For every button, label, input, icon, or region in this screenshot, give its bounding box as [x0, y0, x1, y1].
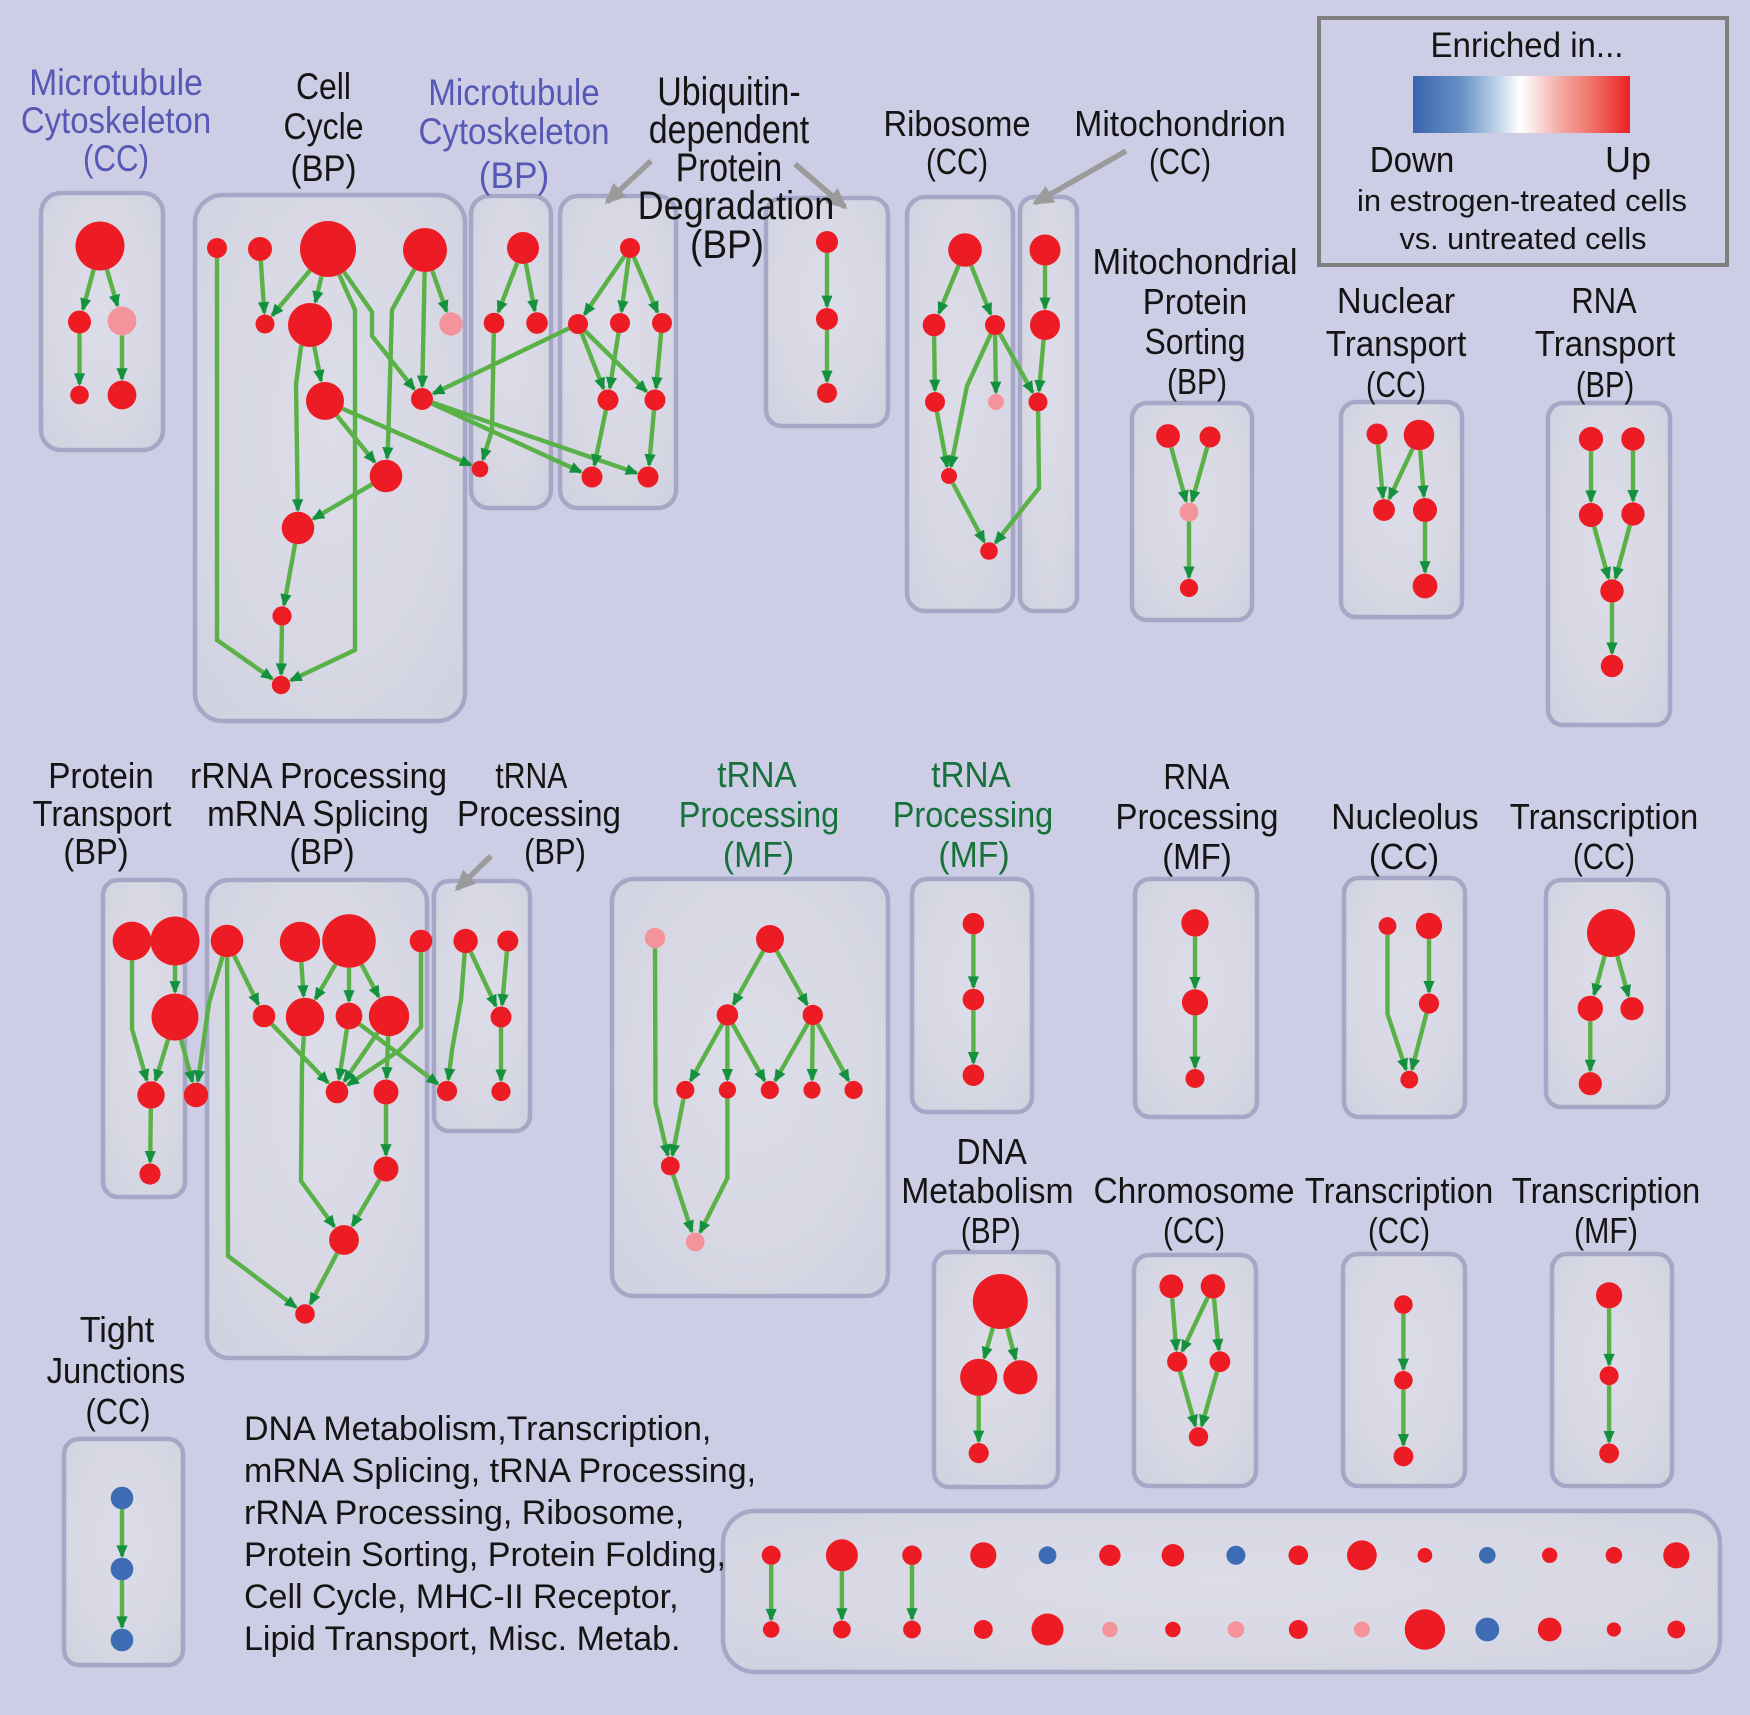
svg-text:Tight: Tight — [80, 1309, 155, 1350]
svg-text:Lipid Transport, Misc. Metab.: Lipid Transport, Misc. Metab. — [244, 1620, 681, 1658]
svg-text:tRNA: tRNA — [931, 754, 1011, 795]
svg-text:(BP): (BP) — [690, 223, 764, 267]
svg-text:(CC): (CC) — [1369, 836, 1439, 877]
svg-text:mRNA Splicing: mRNA Splicing — [207, 793, 429, 834]
svg-text:vs. untreated cells: vs. untreated cells — [1400, 221, 1647, 256]
svg-text:Ubiquitin-: Ubiquitin- — [657, 70, 801, 114]
svg-text:(BP): (BP) — [524, 831, 586, 872]
svg-text:Ribosome: Ribosome — [884, 103, 1031, 144]
svg-text:(BP): (BP) — [961, 1210, 1021, 1251]
svg-text:Nuclear: Nuclear — [1337, 280, 1455, 321]
svg-text:in estrogen-treated cells: in estrogen-treated cells — [1357, 183, 1687, 218]
svg-text:(BP): (BP) — [63, 831, 128, 872]
svg-text:(CC): (CC) — [1368, 1210, 1430, 1251]
svg-text:Transport: Transport — [1535, 323, 1676, 364]
svg-text:Sorting: Sorting — [1144, 321, 1245, 362]
svg-text:Microtubule: Microtubule — [428, 72, 600, 113]
svg-text:(BP): (BP) — [1167, 361, 1227, 402]
svg-text:Junctions: Junctions — [47, 1350, 186, 1391]
svg-text:Metabolism: Metabolism — [901, 1170, 1073, 1211]
svg-text:Processing: Processing — [1116, 796, 1279, 837]
svg-text:Transcription: Transcription — [1512, 1170, 1701, 1211]
svg-text:Processing: Processing — [893, 794, 1053, 835]
svg-text:Cytoskeleton: Cytoskeleton — [21, 100, 211, 141]
svg-text:Transport: Transport — [33, 793, 172, 834]
svg-text:RNA: RNA — [1163, 756, 1229, 797]
svg-text:(CC): (CC) — [86, 1391, 151, 1432]
svg-text:DNA Metabolism,Transcription,: DNA Metabolism,Transcription, — [244, 1410, 711, 1448]
svg-text:(BP): (BP) — [291, 148, 357, 189]
svg-text:rRNA Processing, Ribosome,: rRNA Processing, Ribosome, — [244, 1494, 684, 1532]
svg-text:(CC): (CC) — [83, 138, 149, 179]
svg-text:(MF): (MF) — [1162, 836, 1232, 877]
svg-text:Transcription: Transcription — [1305, 1170, 1494, 1211]
svg-text:(BP): (BP) — [289, 831, 354, 872]
svg-text:rRNA Processing: rRNA Processing — [190, 755, 447, 796]
svg-text:Processing: Processing — [679, 794, 839, 835]
svg-text:Processing: Processing — [457, 793, 621, 834]
svg-text:Protein: Protein — [1143, 281, 1248, 322]
svg-text:Protein: Protein — [48, 755, 154, 796]
svg-text:Protein: Protein — [676, 146, 782, 190]
svg-text:Cell Cycle, MHC-II Receptor,: Cell Cycle, MHC-II Receptor, — [244, 1578, 679, 1616]
svg-text:Down: Down — [1370, 139, 1455, 180]
svg-text:Up: Up — [1605, 139, 1651, 180]
svg-text:(CC): (CC) — [926, 141, 988, 182]
svg-text:tRNA: tRNA — [495, 755, 567, 796]
svg-text:(MF): (MF) — [938, 834, 1009, 875]
svg-text:Cell: Cell — [296, 66, 351, 107]
svg-text:RNA: RNA — [1571, 280, 1636, 321]
svg-text:(CC): (CC) — [1163, 1210, 1225, 1251]
svg-text:Cycle: Cycle — [284, 106, 364, 147]
svg-text:(BP): (BP) — [479, 155, 550, 196]
svg-text:(CC): (CC) — [1149, 141, 1211, 182]
svg-text:Chromosome: Chromosome — [1093, 1170, 1294, 1211]
svg-text:Degradation: Degradation — [638, 184, 835, 228]
svg-text:Mitochondrion: Mitochondrion — [1074, 103, 1285, 144]
svg-text:(MF): (MF) — [723, 834, 794, 875]
svg-text:(CC): (CC) — [1366, 364, 1426, 405]
svg-text:Enriched in...: Enriched in... — [1431, 26, 1624, 65]
svg-text:(CC): (CC) — [1573, 836, 1635, 877]
svg-text:DNA: DNA — [957, 1131, 1027, 1172]
svg-text:Transcription: Transcription — [1510, 796, 1699, 837]
svg-text:Protein Sorting, Protein Foldi: Protein Sorting, Protein Folding, — [244, 1536, 726, 1574]
svg-text:tRNA: tRNA — [717, 754, 797, 795]
svg-text:(BP): (BP) — [1576, 364, 1634, 405]
svg-text:mRNA Splicing, tRNA Processing: mRNA Splicing, tRNA Processing, — [244, 1452, 756, 1490]
svg-text:Cytoskeleton: Cytoskeleton — [418, 111, 609, 152]
svg-text:(MF): (MF) — [1574, 1210, 1638, 1251]
svg-text:Transport: Transport — [1326, 323, 1467, 364]
svg-text:Mitochondrial: Mitochondrial — [1093, 241, 1298, 282]
svg-text:dependent: dependent — [649, 108, 810, 152]
svg-text:Nucleolus: Nucleolus — [1331, 796, 1478, 837]
svg-text:Microtubule: Microtubule — [29, 62, 203, 103]
